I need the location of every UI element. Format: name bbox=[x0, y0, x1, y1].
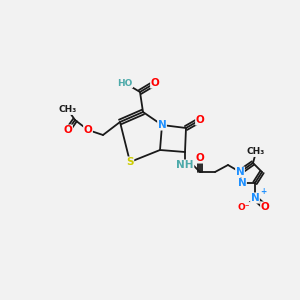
Text: O⁻: O⁻ bbox=[238, 202, 250, 211]
Text: O: O bbox=[64, 125, 72, 135]
Text: N: N bbox=[250, 193, 260, 203]
Text: S: S bbox=[126, 157, 134, 167]
Text: CH₃: CH₃ bbox=[59, 106, 77, 115]
Text: O: O bbox=[84, 125, 92, 135]
Text: N: N bbox=[158, 120, 166, 130]
Text: CH₃: CH₃ bbox=[247, 148, 265, 157]
Text: O: O bbox=[196, 115, 204, 125]
Text: NH: NH bbox=[176, 160, 194, 170]
Text: O: O bbox=[196, 153, 204, 163]
Text: O: O bbox=[261, 202, 269, 212]
Text: N: N bbox=[236, 167, 244, 177]
Text: HO: HO bbox=[117, 79, 133, 88]
Text: O: O bbox=[151, 78, 159, 88]
Text: N: N bbox=[238, 178, 246, 188]
Text: +: + bbox=[260, 187, 266, 196]
